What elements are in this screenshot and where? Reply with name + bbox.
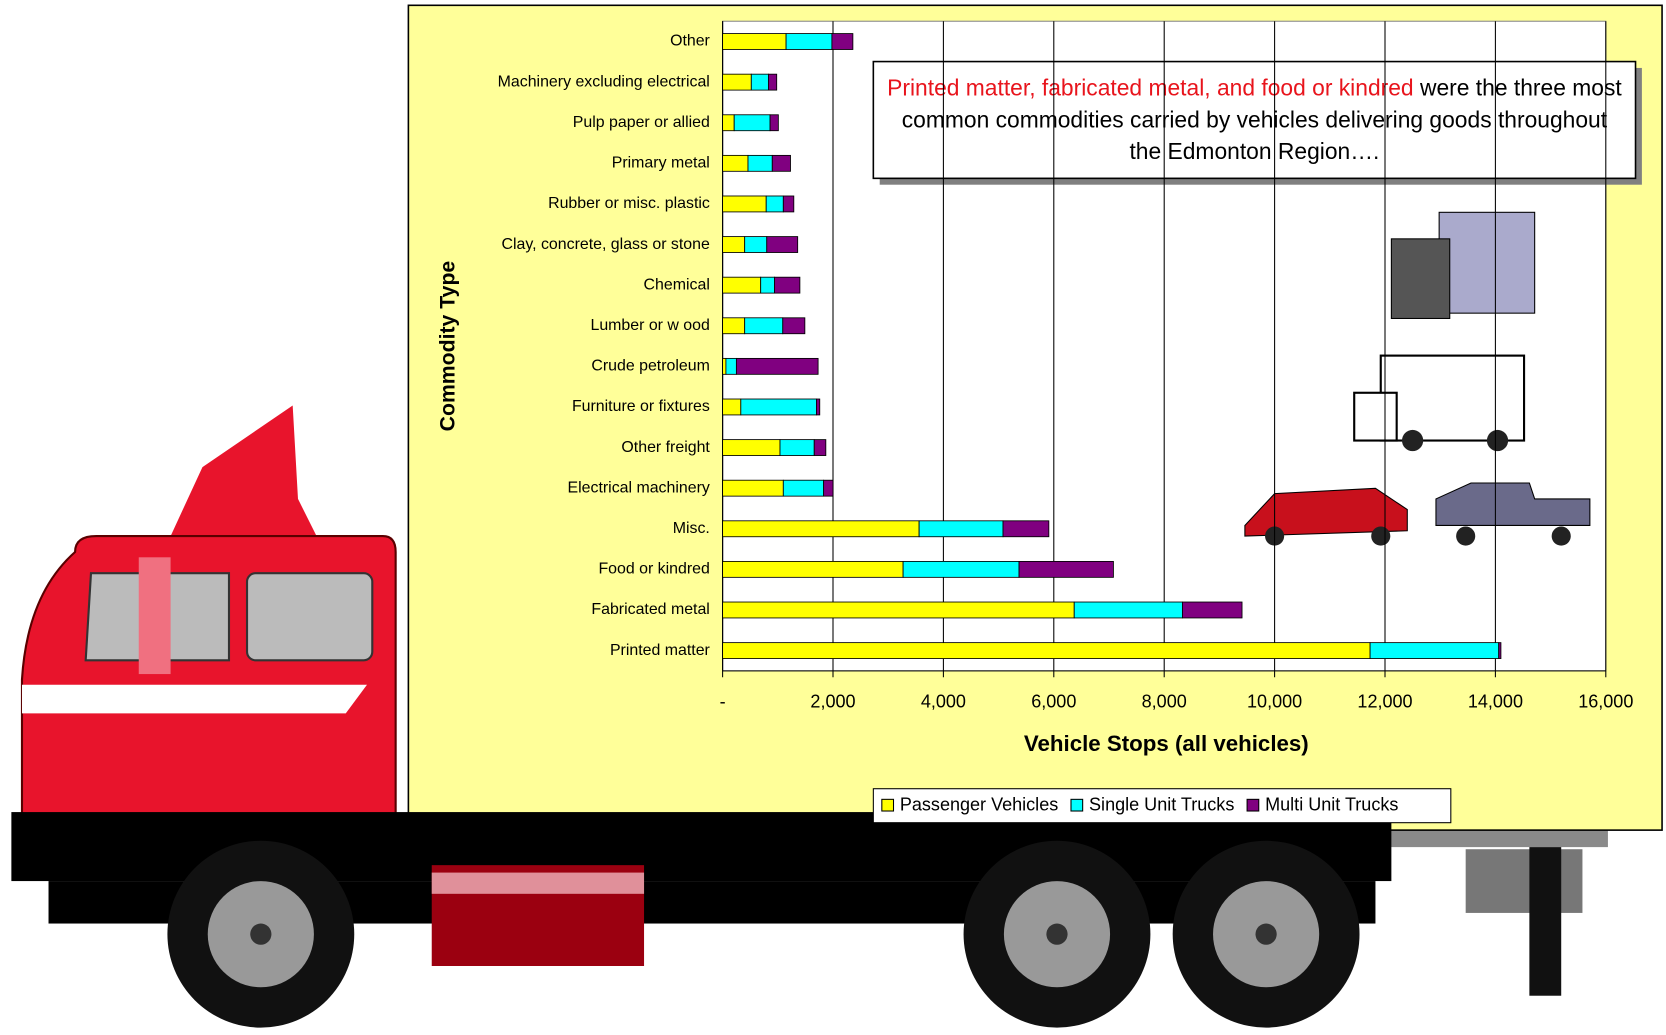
bar xyxy=(1003,521,1049,537)
bar xyxy=(723,115,735,131)
annotation-holder: Printed matter, fabricated metal, and fo… xyxy=(884,62,1625,179)
y-tick-label: Furniture or fixtures xyxy=(572,398,710,415)
x-tick-label: 4,000 xyxy=(921,692,966,712)
bar xyxy=(1074,602,1182,618)
bar xyxy=(1370,643,1499,659)
bar xyxy=(832,34,853,50)
y-tick-label: Food or kindred xyxy=(598,561,709,578)
bar xyxy=(814,440,826,456)
bar xyxy=(723,561,904,577)
bar xyxy=(816,399,819,415)
bar xyxy=(903,561,1019,577)
mudflap xyxy=(1529,847,1561,996)
y-tick-label: Rubber or misc. plastic xyxy=(548,195,710,212)
legend-swatch xyxy=(1071,799,1083,811)
bar xyxy=(723,643,1370,659)
legend-swatch xyxy=(1247,799,1259,811)
x-tick-label: 12,000 xyxy=(1357,692,1412,712)
y-axis-label: Commodity Type xyxy=(436,261,459,432)
y-tick-label: Clay, concrete, glass or stone xyxy=(502,236,711,253)
bar xyxy=(783,196,793,212)
bar xyxy=(767,237,798,253)
bar xyxy=(734,115,770,131)
mirror xyxy=(139,557,171,674)
bar xyxy=(780,440,814,456)
y-tick-label: Electrical machinery xyxy=(568,479,710,496)
cab-stripe xyxy=(22,685,367,714)
y-tick-label: Primary metal xyxy=(612,155,710,172)
y-tick-label: Lumber or w ood xyxy=(591,317,710,334)
bar xyxy=(919,521,1003,537)
bar xyxy=(736,358,818,374)
bar xyxy=(726,358,736,374)
y-tick-label: Chemical xyxy=(644,276,710,293)
bar xyxy=(1182,602,1242,618)
legend-label: Single Unit Trucks xyxy=(1089,794,1234,814)
x-axis-label: Vehicle Stops (all vehicles) xyxy=(1024,731,1309,756)
bar xyxy=(723,237,745,253)
x-tick-label: 8,000 xyxy=(1142,692,1187,712)
fuel-tank-band xyxy=(432,873,644,894)
bar xyxy=(824,480,833,496)
bar xyxy=(766,196,783,212)
y-tick-label: Fabricated metal xyxy=(591,601,709,618)
bar xyxy=(783,318,805,334)
annotation-highlight: Printed matter, fabricated metal, and fo… xyxy=(887,75,1414,100)
legend-swatch xyxy=(882,799,894,811)
bar xyxy=(723,277,761,293)
y-tick-label: Machinery excluding electrical xyxy=(498,73,710,90)
y-tick-label: Misc. xyxy=(673,520,710,537)
chart: Printed matter, fabricated metal, and fo… xyxy=(0,0,1666,1035)
bar xyxy=(786,34,832,50)
bar xyxy=(741,399,817,415)
bar xyxy=(1019,561,1113,577)
bar xyxy=(723,399,741,415)
bar xyxy=(723,196,767,212)
bar xyxy=(748,155,772,171)
x-tick-label: 6,000 xyxy=(1031,692,1076,712)
bar xyxy=(723,602,1075,618)
legend-label: Multi Unit Trucks xyxy=(1265,794,1398,814)
bar xyxy=(723,318,745,334)
bar xyxy=(774,277,799,293)
cab-window xyxy=(247,573,372,660)
x-tick-label: - xyxy=(720,692,726,712)
bar xyxy=(723,521,920,537)
page: Printed matter, fabricated metal, and fo… xyxy=(0,0,1666,1035)
x-tick-label: 16,000 xyxy=(1578,692,1633,712)
y-tick-label: Other xyxy=(670,33,710,50)
annotation: Printed matter, fabricated metal, and fo… xyxy=(884,62,1625,168)
bar xyxy=(723,358,726,374)
legend-label: Passenger Vehicles xyxy=(900,794,1058,814)
bar xyxy=(723,34,786,50)
bar xyxy=(745,237,767,253)
bar xyxy=(761,277,775,293)
bar xyxy=(723,74,752,90)
x-tick-label: 2,000 xyxy=(810,692,855,712)
bar xyxy=(1499,643,1501,659)
bar xyxy=(751,74,768,90)
x-tick-label: 10,000 xyxy=(1247,692,1302,712)
bar xyxy=(723,155,748,171)
bar xyxy=(723,440,780,456)
bar xyxy=(783,480,823,496)
y-tick-label: Printed matter xyxy=(610,642,711,659)
truck-bumper xyxy=(1466,849,1583,913)
y-tick-label: Other freight xyxy=(621,439,710,456)
bar xyxy=(770,115,778,131)
bar xyxy=(772,155,790,171)
bar xyxy=(745,318,783,334)
bar xyxy=(723,480,784,496)
cab-fairing xyxy=(171,406,320,542)
x-tick-label: 14,000 xyxy=(1468,692,1523,712)
y-tick-label: Pulp paper or allied xyxy=(573,114,710,131)
bar xyxy=(768,74,776,90)
y-tick-label: Crude petroleum xyxy=(591,358,709,375)
